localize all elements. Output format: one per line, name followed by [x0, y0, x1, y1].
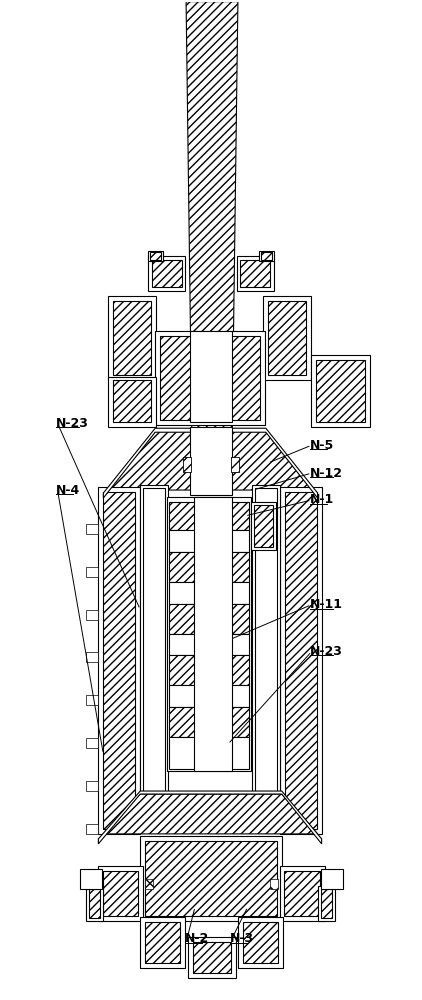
Text: N-23: N-23	[56, 417, 88, 430]
Polygon shape	[186, 2, 238, 452]
Bar	[268, 301, 306, 375]
Bar	[194, 497, 232, 771]
Bar	[188, 937, 236, 978]
Polygon shape	[108, 430, 313, 490]
Bar	[152, 260, 182, 287]
Bar	[270, 879, 278, 889]
Bar	[103, 492, 135, 829]
Text: N-3: N-3	[230, 932, 254, 945]
Bar	[108, 296, 156, 380]
Bar	[259, 251, 274, 261]
Bar	[145, 841, 277, 916]
Bar	[114, 301, 151, 375]
Bar	[87, 610, 98, 620]
Bar	[169, 502, 249, 530]
Bar	[81, 869, 103, 889]
Bar	[316, 360, 365, 422]
Bar	[148, 256, 185, 291]
Bar	[280, 866, 325, 921]
Bar	[89, 889, 100, 918]
Bar	[321, 869, 343, 889]
Bar	[169, 634, 249, 655]
Bar	[183, 457, 191, 472]
Bar	[280, 487, 322, 834]
Bar	[311, 355, 371, 427]
Bar	[140, 485, 168, 799]
Bar	[103, 871, 138, 916]
Bar	[238, 917, 283, 968]
Bar	[251, 502, 276, 550]
Bar	[237, 256, 274, 291]
Bar	[140, 836, 282, 921]
Bar	[318, 886, 335, 921]
Bar	[284, 871, 319, 916]
Bar	[169, 707, 249, 737]
Text: N-23: N-23	[310, 645, 343, 658]
Polygon shape	[98, 791, 322, 844]
Text: N-5: N-5	[310, 439, 334, 452]
Bar	[114, 380, 151, 422]
Bar	[155, 331, 265, 425]
Bar	[150, 252, 161, 260]
Bar	[240, 260, 270, 287]
Bar	[231, 457, 239, 472]
Text: N-4: N-4	[56, 484, 80, 497]
Bar	[160, 336, 260, 420]
Bar	[87, 695, 98, 705]
Bar	[255, 488, 277, 796]
Polygon shape	[103, 428, 318, 498]
Bar	[263, 296, 311, 380]
Text: N-12: N-12	[310, 467, 343, 480]
Polygon shape	[103, 794, 318, 834]
Bar	[140, 917, 185, 968]
Bar	[243, 922, 278, 963]
Bar	[190, 427, 232, 495]
Bar	[285, 492, 316, 829]
Bar	[169, 530, 249, 552]
Bar	[169, 582, 249, 604]
Bar	[87, 524, 98, 534]
Text: N-2: N-2	[185, 932, 209, 945]
Bar	[169, 552, 249, 582]
Bar	[145, 879, 153, 889]
Bar	[98, 866, 143, 921]
Bar	[169, 685, 249, 707]
Bar	[87, 738, 98, 748]
Text: N-1: N-1	[310, 493, 334, 506]
Bar	[87, 886, 103, 921]
Bar	[98, 487, 140, 834]
Bar	[167, 497, 251, 771]
Bar	[252, 485, 280, 799]
Bar	[148, 251, 163, 261]
Bar	[193, 942, 231, 973]
Bar	[87, 824, 98, 834]
Bar	[169, 655, 249, 685]
Bar	[190, 331, 232, 422]
Bar	[87, 567, 98, 577]
Bar	[87, 781, 98, 791]
Bar	[261, 252, 272, 260]
Bar	[321, 889, 332, 918]
Bar	[145, 922, 180, 963]
Bar	[169, 737, 249, 769]
Bar	[108, 377, 156, 427]
Bar	[169, 604, 249, 634]
Text: N-11: N-11	[310, 598, 343, 611]
Bar	[87, 652, 98, 662]
Bar	[254, 505, 273, 547]
Bar	[143, 488, 165, 796]
